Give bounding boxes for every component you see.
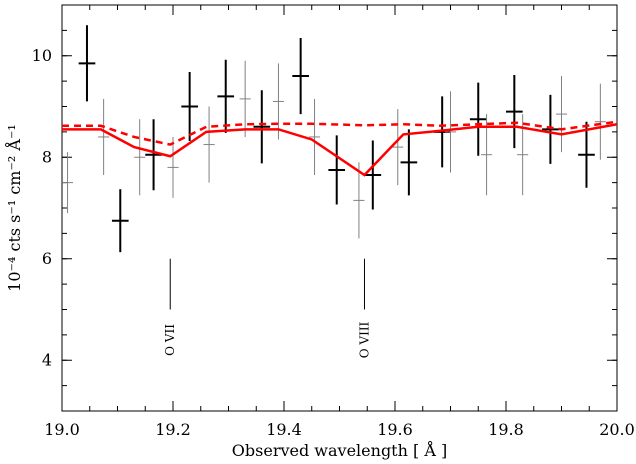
model-line-solid <box>62 123 618 177</box>
data-point <box>239 60 251 137</box>
data-point <box>272 63 284 140</box>
data-point <box>444 91 457 173</box>
data-point <box>594 83 606 160</box>
data-point <box>364 140 382 210</box>
data-point <box>134 119 146 196</box>
data-point <box>392 109 404 186</box>
data-point <box>253 90 271 164</box>
x-tick-label: 19.0 <box>44 420 80 439</box>
data-point <box>353 162 365 239</box>
data-point <box>542 94 559 164</box>
data-point <box>217 59 235 133</box>
y-tick-label: 4 <box>42 350 52 369</box>
x-tick-label: 20.0 <box>599 420 635 439</box>
data-point <box>506 75 523 149</box>
data-point <box>98 98 110 176</box>
x-tick-label: 19.4 <box>266 420 302 439</box>
x-tick-label: 19.8 <box>488 420 524 439</box>
model-line-dashed <box>62 120 618 146</box>
x-tick-label: 19.6 <box>377 420 413 439</box>
data-point <box>555 76 568 153</box>
data-point <box>328 135 346 205</box>
data-point <box>292 37 309 115</box>
plot-frame <box>61 4 618 412</box>
x-axis-title: Observed wavelength [ Å ] <box>232 440 447 460</box>
data-point <box>167 136 179 198</box>
y-axis-title: 10⁻⁴ cts s⁻¹ cm⁻² Å⁻¹ <box>4 124 24 292</box>
data-point <box>578 121 595 188</box>
data-point <box>400 129 418 196</box>
x-tick-label: 19.2 <box>155 420 191 439</box>
plot-area: 19.0 19.2 19.4 19.6 19.8 20.0 4 6 8 10 O VII O VIII <box>32 4 635 439</box>
data-point <box>203 106 215 183</box>
data-point <box>181 71 198 142</box>
line-label: O VIII <box>357 321 371 358</box>
data-point <box>62 152 74 214</box>
data-point <box>111 189 129 253</box>
data-point <box>308 98 321 176</box>
y-tick-label: 6 <box>42 249 52 268</box>
data-point <box>469 82 487 156</box>
y-tick-label: 10 <box>32 46 52 65</box>
data-point <box>78 25 96 102</box>
y-tick-label: 8 <box>42 147 52 166</box>
line-label: O VII <box>163 324 177 356</box>
